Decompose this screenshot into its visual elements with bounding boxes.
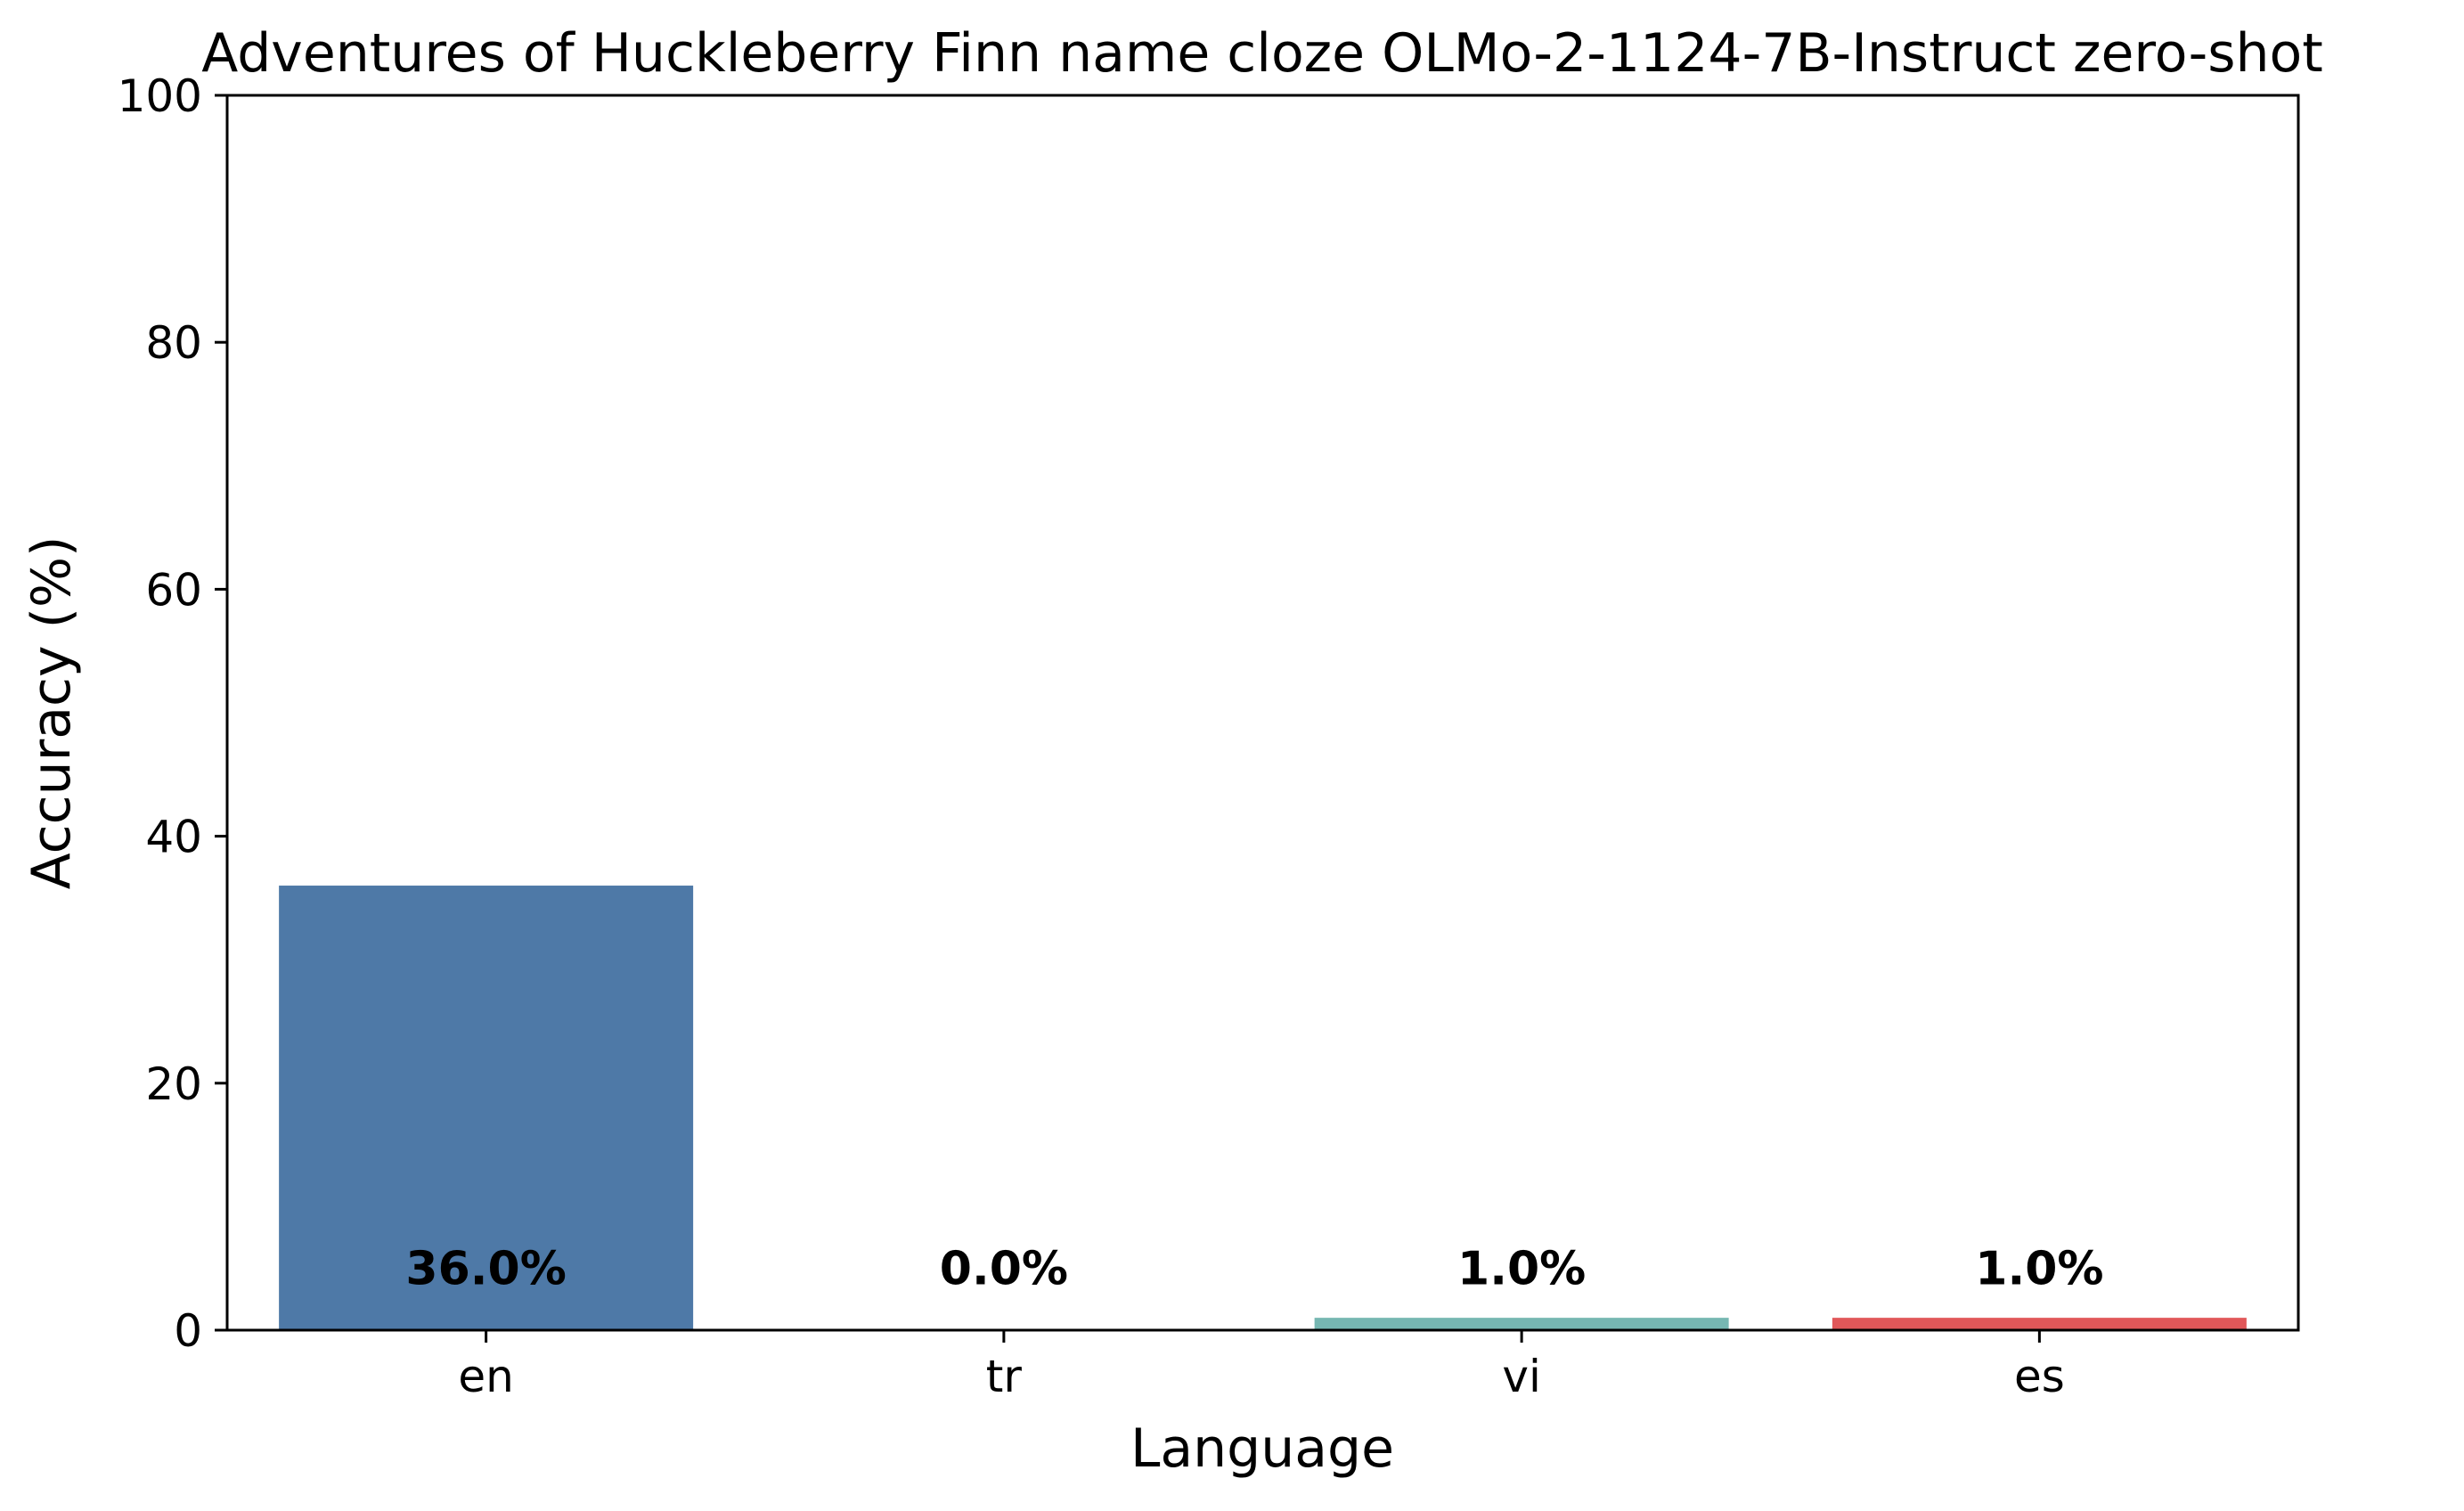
x-axis-label: Language [1130, 1417, 1394, 1480]
x-tick-label-en: en [458, 1351, 513, 1402]
y-tick-label-100: 100 [118, 70, 202, 122]
plot-frame [225, 94, 2300, 1332]
bar-en [279, 886, 694, 1330]
bar-vi [1314, 1318, 1729, 1330]
y-tick-label-20: 20 [145, 1058, 202, 1110]
x-tick-label-es: es [2014, 1351, 2065, 1402]
y-tick-label-40: 40 [145, 812, 202, 863]
y-tick-label-80: 80 [145, 317, 202, 369]
ticks-layer: en tr vi es 0 20 40 60 80 100 [118, 70, 2065, 1402]
data-label-vi: 1.0% [1457, 1243, 1586, 1296]
y-axis-label: Accuracy (%) [20, 536, 83, 890]
data-labels-layer: 36.0% 0.0% 1.0% 1.0% [405, 1243, 2103, 1296]
data-label-en: 36.0% [405, 1243, 566, 1296]
bar-es [1832, 1318, 2247, 1330]
bars-layer [279, 886, 2247, 1330]
x-tick-label-vi: vi [1502, 1351, 1540, 1402]
y-tick-label-0: 0 [174, 1305, 202, 1357]
chart-title: Adventures of Huckleberry Finn name cloz… [201, 22, 2323, 85]
data-label-tr: 0.0% [940, 1243, 1068, 1296]
data-label-es: 1.0% [1975, 1243, 2103, 1296]
x-tick-label-tr: tr [986, 1351, 1023, 1402]
y-tick-label-60: 60 [145, 564, 202, 616]
